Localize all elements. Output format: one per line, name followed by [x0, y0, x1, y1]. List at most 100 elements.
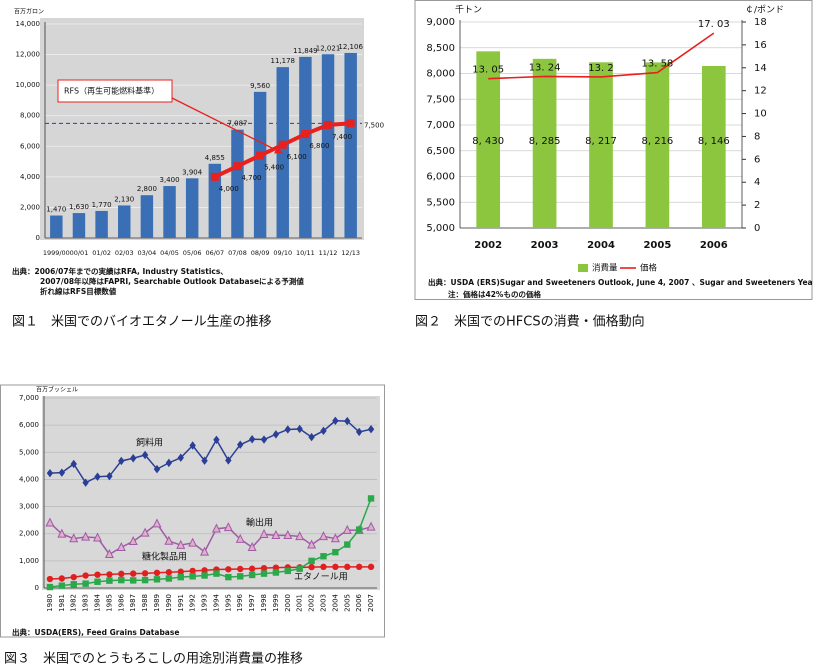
bar: [95, 210, 108, 238]
y2-tick-label: 4: [754, 177, 760, 188]
data-point: [118, 576, 125, 584]
x-tick-label: 08/09: [251, 249, 270, 257]
x-tick-label: 1989: [153, 594, 161, 612]
data-point: [237, 573, 244, 580]
data-point: [116, 541, 126, 551]
data-point: [307, 539, 317, 549]
x-tick-label: 2001: [296, 594, 304, 612]
data-point: [344, 541, 351, 548]
series-label: 飼料用: [136, 437, 163, 449]
annotation-box: [57, 79, 173, 103]
x-tick-label: 05/06: [183, 249, 202, 257]
y2-tick-label: 12: [754, 86, 767, 97]
bar: [701, 65, 726, 228]
bar: [163, 186, 176, 238]
bar: [476, 51, 501, 229]
x-tick-label: 1982: [70, 594, 78, 612]
data-point: [213, 570, 220, 577]
data-point: [153, 464, 161, 474]
x-tick-label: 1986: [117, 593, 125, 611]
data-point: [188, 537, 198, 547]
data-point: [332, 548, 339, 556]
data-point: [201, 572, 208, 579]
data-point: [118, 570, 125, 578]
note: 出典：USDA(ERS), Feed Grains Database: [12, 627, 179, 637]
data-point: [69, 533, 79, 543]
data-point: [46, 468, 54, 478]
y-tick-label: 8,000: [426, 69, 455, 80]
x-tick-label: 2006: [700, 240, 728, 251]
x-tick-label: 1997: [248, 594, 256, 612]
data-point: [235, 533, 245, 543]
data-point: [200, 546, 210, 556]
data-point: [176, 539, 186, 549]
data-point: [164, 535, 174, 545]
data-label: 13. 05: [472, 65, 504, 76]
data-point: [45, 517, 55, 527]
data-point: [58, 468, 66, 477]
x-tick-label: 2002: [308, 594, 316, 612]
data-point: [260, 564, 268, 572]
data-point: [213, 435, 220, 444]
y-tick-label: 2,000: [20, 203, 40, 211]
data-label: 3,904: [182, 168, 203, 176]
note: 2007/08年以降はFAPRI, Searchable Outlook Dat…: [40, 276, 304, 286]
data-point: [248, 435, 256, 444]
data-point: [118, 456, 125, 466]
series-label: エタノール用: [294, 572, 348, 583]
data-point: [233, 162, 242, 171]
data-point: [272, 564, 280, 571]
data-point: [70, 581, 77, 588]
y-axis-label: 千トン: [455, 5, 482, 16]
x-tick-label: 1992: [189, 594, 197, 612]
data-point: [271, 530, 281, 540]
series-line: [49, 522, 372, 556]
bar: [118, 205, 131, 238]
data-point: [248, 571, 256, 579]
y-tick-label: 4,000: [20, 173, 40, 181]
data-point: [189, 567, 196, 575]
y2-axis-label: ￠/ポンド: [745, 5, 784, 16]
y2-tick-label: 8: [754, 131, 760, 142]
data-point: [141, 576, 149, 584]
data-point: [260, 570, 268, 577]
data-point: [82, 478, 89, 487]
data-point: [82, 580, 89, 587]
x-tick-label: 1999/00: [43, 249, 70, 257]
data-point: [332, 416, 339, 425]
data-point: [355, 563, 363, 571]
y-tick-label: 4,000: [19, 475, 39, 483]
x-tick-label: 2005: [343, 594, 351, 612]
x-tick-label: 2005: [643, 240, 671, 251]
series-line: [49, 420, 372, 484]
x-tick-label: 03/04: [138, 249, 157, 257]
bar: [208, 163, 222, 238]
data-point: [344, 563, 351, 571]
data-point: [106, 571, 113, 578]
y-axis-label: 百万ガロン: [14, 8, 44, 16]
data-label: 13. 24: [529, 62, 561, 73]
x-tick-label: 04/05: [160, 249, 179, 257]
data-point: [301, 130, 310, 139]
data-point: [284, 567, 292, 575]
x-tick-label: 1990: [165, 594, 173, 612]
data-point: [308, 563, 315, 571]
x-tick-label: 07/08: [228, 249, 247, 257]
data-point: [308, 557, 315, 565]
data-point: [46, 575, 54, 583]
data-label: 4,700: [241, 174, 261, 182]
y-tick-label: 10,000: [16, 81, 41, 89]
data-point: [308, 432, 315, 442]
y-tick-label: 9,000: [426, 17, 455, 28]
data-point: [296, 565, 303, 572]
x-tick-label: 12/13: [341, 249, 360, 257]
data-point: [223, 522, 233, 532]
x-tick-label: 1980: [46, 594, 54, 612]
annotation: RFS（再生可能燃料基準）: [64, 86, 159, 96]
data-point: [332, 563, 339, 571]
data-label: 13. 58: [641, 59, 673, 70]
data-point: [128, 535, 138, 546]
legend-label: 価格: [640, 263, 658, 274]
data-point: [237, 440, 244, 449]
data-label: 7,087: [227, 120, 247, 128]
